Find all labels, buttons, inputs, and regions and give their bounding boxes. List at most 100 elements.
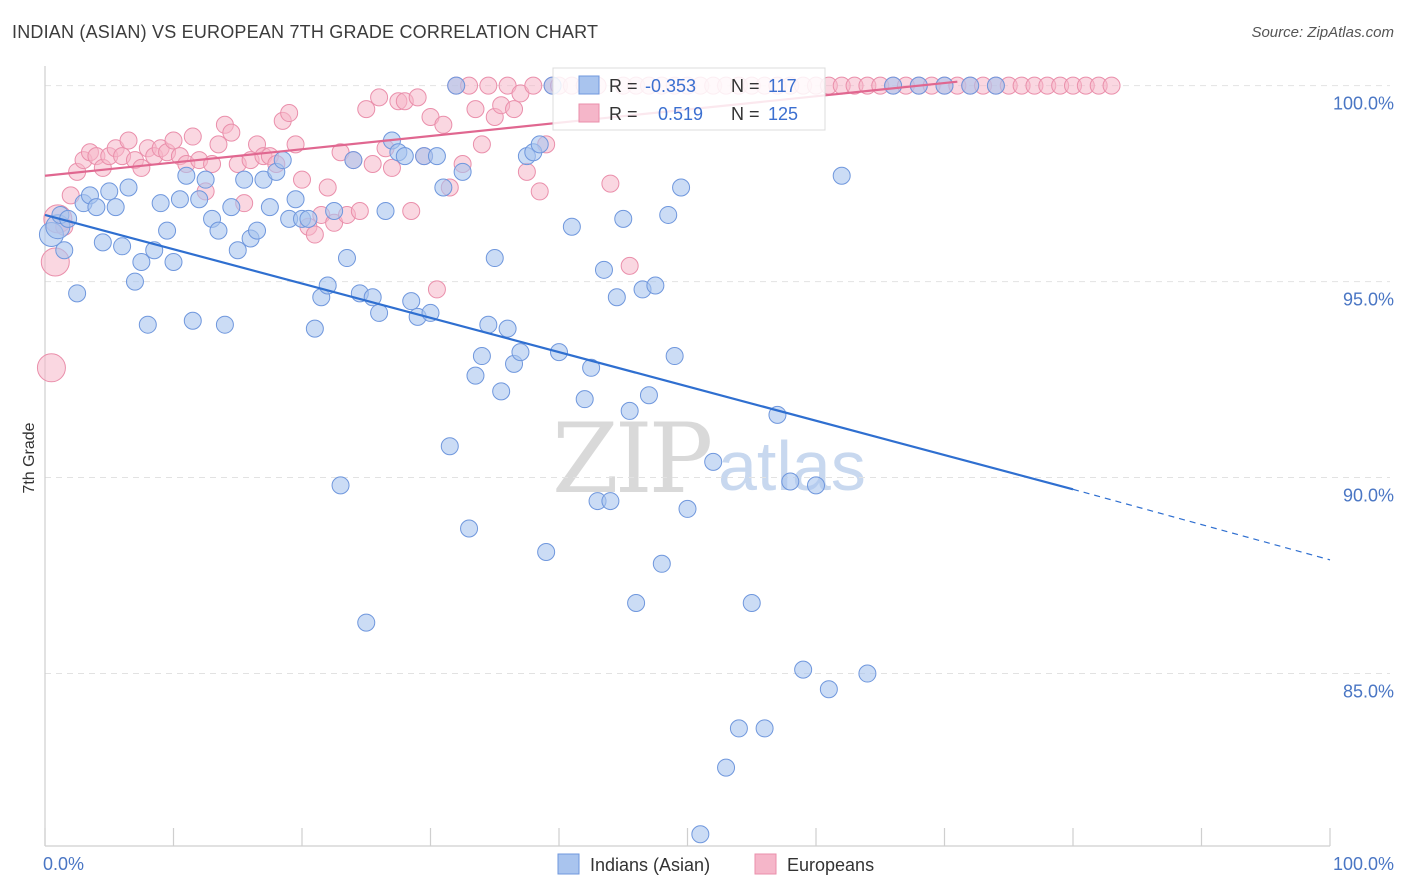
europeans-point [132, 158, 151, 177]
indians-point [395, 147, 414, 166]
indians-point [93, 233, 112, 252]
indians-point [986, 76, 1005, 95]
indians-point [601, 492, 620, 511]
europeans-point [36, 353, 66, 383]
watermark-atlas: atlas [718, 427, 866, 505]
indians-point [170, 190, 189, 209]
stats-box: R = -0.353 N = 117 R = 0.519 N = 125 [552, 67, 826, 131]
indians-point [138, 315, 157, 334]
indians-point [196, 170, 215, 189]
indians-point [177, 166, 196, 185]
indians-point [594, 260, 613, 279]
indians-point [961, 76, 980, 95]
indians-point [440, 437, 459, 456]
indians-point [607, 288, 626, 307]
indians-point [627, 593, 646, 612]
indians-point [228, 241, 247, 260]
indians-point [717, 758, 736, 777]
europeans-point [382, 158, 401, 177]
indians-point [466, 366, 485, 385]
indians-point [357, 613, 376, 632]
europeans-point [1102, 76, 1121, 95]
legend-swatch-europeans[interactable] [754, 853, 777, 875]
legend-label-indians[interactable]: Indians (Asian) [590, 855, 710, 875]
indians-trend-line [44, 213, 1074, 491]
legend-swatch-indians[interactable] [557, 853, 580, 875]
indians-point [672, 178, 691, 197]
indians-point [305, 319, 324, 338]
europeans-point [222, 123, 241, 142]
indians-point [151, 194, 170, 213]
stats-swatch-indians [578, 75, 600, 95]
indians-point [620, 401, 639, 420]
x-tick-label-min: 0.0% [43, 854, 84, 874]
indians-point [125, 272, 144, 291]
europeans-point [183, 127, 202, 146]
indians-point [183, 311, 202, 330]
europeans-point [479, 76, 498, 95]
indians-point [286, 190, 305, 209]
indians-point [325, 202, 344, 221]
indians-point [248, 221, 267, 240]
source-credit: Source: ZipAtlas.com [1251, 24, 1394, 41]
stats-n-label-indians: N = [731, 76, 760, 96]
europeans-point [350, 202, 369, 221]
indians-point [704, 452, 723, 471]
indians-point [402, 292, 421, 311]
stats-r-europeans: 0.519 [658, 104, 703, 124]
indians-point [659, 205, 678, 224]
europeans-point [408, 88, 427, 107]
indians-point [190, 190, 209, 209]
stats-r-label-europeans: R = [609, 104, 638, 124]
indians-point [794, 660, 813, 679]
europeans-point [402, 202, 421, 221]
indians-point [652, 554, 671, 573]
indians-point [498, 319, 517, 338]
indians-point [755, 719, 774, 738]
y-tick-label-95: 95.0% [1343, 290, 1394, 310]
indians-point [447, 76, 466, 95]
legend-label-europeans[interactable]: Europeans [787, 855, 874, 875]
indians-point [614, 209, 633, 228]
europeans-point [164, 131, 183, 150]
indians-point [164, 252, 183, 271]
europeans-point [427, 280, 446, 299]
indians-point [331, 476, 350, 495]
europeans-point [293, 170, 311, 189]
indians-point [691, 825, 710, 844]
indians-point [299, 209, 318, 228]
x-ticks [44, 828, 1331, 846]
indians-point [646, 276, 665, 295]
europeans-point [357, 100, 376, 119]
stats-n-indians: 117 [768, 76, 797, 96]
indians-points [38, 76, 1005, 844]
indians-point [55, 241, 74, 260]
y-tick-label-100: 100.0% [1333, 94, 1394, 114]
indians-point [562, 217, 581, 236]
stats-r-label-indians: R = [609, 76, 638, 96]
indians-point [132, 252, 151, 271]
indians-point [492, 382, 511, 401]
europeans-point [620, 256, 639, 275]
y-axis-label: 7th Grade [21, 422, 38, 493]
y-tick-label-85: 85.0% [1343, 682, 1394, 702]
indians-point [376, 202, 395, 221]
indians-trend-line-extension [1072, 488, 1331, 561]
europeans-point [601, 174, 620, 193]
watermark-zip: ZIP [552, 403, 711, 515]
indians-point [209, 221, 228, 240]
indians-point [158, 221, 177, 240]
indians-point [106, 198, 125, 217]
indians-point [575, 390, 594, 409]
indians-point [427, 147, 446, 166]
indians-point [273, 151, 292, 170]
europeans-point [318, 178, 337, 197]
indians-point [729, 719, 748, 738]
indians-point [742, 593, 761, 612]
indians-point [344, 151, 363, 170]
europeans-point [472, 135, 491, 154]
indians-point [884, 76, 903, 95]
indians-point [460, 519, 479, 538]
indians-point [260, 198, 279, 217]
